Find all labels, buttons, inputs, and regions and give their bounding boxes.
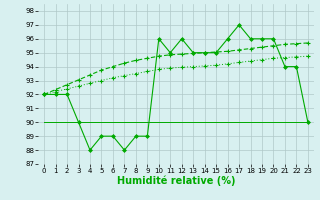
X-axis label: Humidité relative (%): Humidité relative (%) — [117, 176, 235, 186]
